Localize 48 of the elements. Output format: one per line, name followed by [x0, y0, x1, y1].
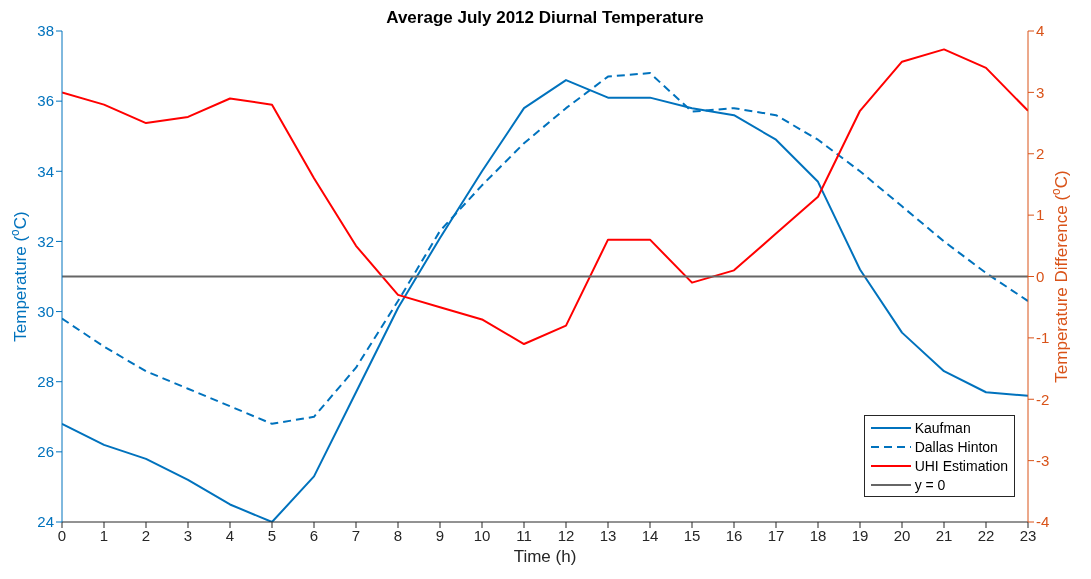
x-tick-label: 21: [935, 526, 953, 544]
x-tick-label: 2: [141, 526, 151, 544]
x-tick-label: 7: [351, 526, 361, 544]
x-tick-label: 10: [473, 526, 491, 544]
y-tick-label: 30: [37, 302, 54, 320]
x-tick-label: 9: [435, 526, 445, 544]
y2-tick-label: 4: [1036, 22, 1045, 40]
x-tick-label: 23: [1019, 526, 1037, 544]
legend-label: y = 0: [914, 476, 946, 493]
x-tick-label: 11: [516, 526, 532, 544]
y2-tick-label: 3: [1036, 83, 1045, 101]
x-tick-label: 20: [893, 526, 911, 544]
x-tick-label: 1: [99, 526, 109, 544]
x-tick-label: 17: [767, 526, 785, 544]
x-tick-label: 16: [725, 526, 743, 544]
x-tick-label: 4: [225, 526, 235, 544]
y-tick-label: 28: [37, 373, 54, 391]
y-tick-label: 34: [37, 162, 54, 180]
y2-tick-label: -3: [1036, 451, 1050, 469]
x-tick-label: 18: [809, 526, 827, 544]
legend-label: Dallas Hinton: [914, 438, 998, 455]
x-tick-label: 5: [267, 526, 277, 544]
y-tick-label: 32: [37, 232, 54, 250]
y-tick-label: 24: [37, 513, 54, 531]
y-tick-label: 36: [37, 92, 54, 110]
y-tick-label: 26: [37, 443, 54, 461]
y2-tick-label: 2: [1036, 145, 1045, 163]
x-tick-label: 19: [851, 526, 869, 544]
legend-label: Kaufman: [914, 419, 971, 436]
x-tick-label: 12: [557, 526, 575, 544]
x-tick-label: 3: [183, 526, 193, 544]
x-tick-label: 8: [393, 526, 403, 544]
chart-title: Average July 2012 Diurnal Temperature: [385, 8, 705, 28]
x-tick-label: 15: [683, 526, 701, 544]
x-tick-label: 0: [57, 526, 67, 544]
y2-tick-label: 1: [1036, 206, 1045, 224]
y2-tick-label: -1: [1036, 329, 1050, 347]
y-tick-label: 38: [37, 22, 54, 40]
x-tick-label: 6: [309, 526, 319, 544]
y2-tick-label: -4: [1036, 513, 1050, 531]
legend-label: UHI Estimation: [914, 457, 1008, 474]
y2-tick-label: 0: [1036, 267, 1045, 285]
y2-tick-label: -2: [1036, 390, 1050, 408]
x-tick-label: 22: [977, 526, 995, 544]
x-tick-label: 13: [599, 526, 617, 544]
line-series: [62, 48, 1028, 346]
x-axis-title: Time (h): [513, 547, 577, 566]
x-tick-label: 14: [641, 526, 659, 544]
